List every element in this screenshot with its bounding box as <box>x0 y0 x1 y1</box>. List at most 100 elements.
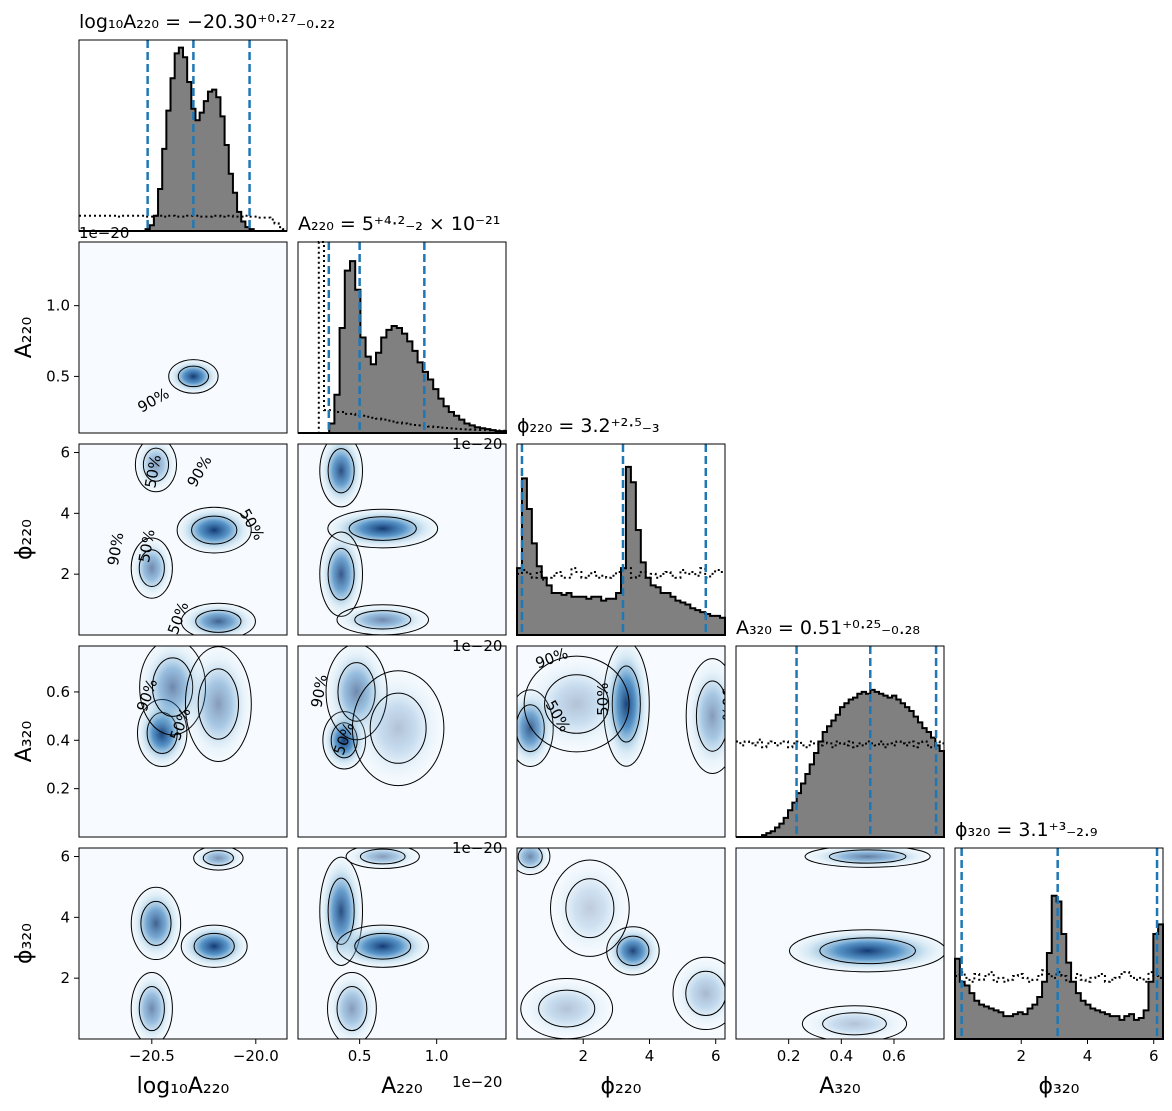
density-panel-A220-A320: 90%50% <box>297 645 507 838</box>
contour-90-0 <box>319 444 363 508</box>
y-axis-phi220: 2 4 6 ϕ₂₂₀ <box>12 444 79 583</box>
density-blob-2 <box>347 664 449 793</box>
y-tick-label: 2 <box>60 565 70 583</box>
scale-offset-label-3: 1e−20 <box>452 839 502 857</box>
contour-label-4: 50% <box>135 528 159 564</box>
contour-90-1 <box>804 848 931 868</box>
contour-90-0 <box>319 856 363 966</box>
y-axis-label-A220: A₂₂₀ <box>12 317 37 359</box>
contour-90-2 <box>345 848 420 870</box>
contour-label-0: 50% <box>141 453 165 489</box>
x-axis-phi220: 2 4 6 ϕ₂₂₀ <box>578 1039 720 1099</box>
contour-90-2 <box>351 670 445 787</box>
title-phi220: ϕ₂₂₀ = 3.2⁺²·⁵₋₃ <box>517 415 660 437</box>
contour-50-2 <box>197 668 239 740</box>
x-axis-phi320: 2 4 6 ϕ₃₂₀ <box>1016 1039 1158 1099</box>
density-blob-2 <box>181 646 255 768</box>
y-axis-phi320: 2 4 6 ϕ₃₂₀ <box>12 848 79 987</box>
panel-frame <box>516 645 726 838</box>
x-tick-label: 2 <box>1016 1047 1026 1065</box>
x-tick-label: 4 <box>645 1047 655 1065</box>
contour-90-3 <box>672 956 725 1030</box>
density-blob-1 <box>177 922 251 970</box>
contour-50-2 <box>327 547 355 601</box>
contour-90-1 <box>336 924 430 968</box>
prior-histogram <box>955 969 1163 983</box>
y-tick-label: 6 <box>60 848 70 866</box>
offset-labels-group: 1e−20 1e−20 1e−20 1e−20 1e−20 <box>79 224 502 1091</box>
contour-90-0 <box>788 929 944 973</box>
y-tick-label: 4 <box>60 504 70 522</box>
contour-90-0 <box>134 444 178 493</box>
density-blob-2 <box>796 1003 913 1039</box>
panel-frame <box>78 443 288 636</box>
y-axis-A320: 0.2 0.4 0.6 A₃₂₀ <box>12 683 79 798</box>
contour-50-0 <box>177 365 210 388</box>
density-blob-4 <box>546 854 634 962</box>
contour-90-2 <box>685 658 725 775</box>
contour-label-0: 90% <box>308 673 332 709</box>
contour-90-2 <box>130 537 173 599</box>
x-axis-label-phi220: ϕ₂₂₀ <box>601 1074 642 1099</box>
panel-frame <box>735 645 945 838</box>
y-tick-label: 6 <box>60 444 70 462</box>
x-tick-label: 0.2 <box>777 1047 801 1065</box>
x-tick-label: −20.5 <box>129 1047 175 1065</box>
panel-frame <box>297 241 507 434</box>
x-tick-label: 2 <box>578 1047 588 1065</box>
density-blob-2 <box>342 848 424 870</box>
contour-90-3 <box>327 971 377 1039</box>
panel-frame <box>297 443 507 636</box>
contour-50-4 <box>565 878 615 939</box>
density-panel-phi220-A320: 90%50% 50% 90% <box>516 645 726 838</box>
density-blob-2 <box>128 534 175 602</box>
x-axis-label-A320: A₃₂₀ <box>819 1074 861 1099</box>
contour-50-3 <box>336 986 368 1032</box>
contour-50-0 <box>819 937 916 965</box>
density-blob-3 <box>331 603 434 635</box>
contour-90-2 <box>193 848 244 871</box>
contour-90-0 <box>168 359 219 394</box>
contour-50-0 <box>327 448 355 494</box>
y-tick-label: 1.0 <box>46 297 70 315</box>
scale-offset-label-4: 1e−20 <box>452 1073 502 1091</box>
posterior-histogram <box>298 260 507 434</box>
x-tick-label: 0.5 <box>348 1047 372 1065</box>
y-tick-label: 0.6 <box>46 683 70 701</box>
y-axis-label-phi220: ϕ₂₂₀ <box>12 519 37 560</box>
contour-50-3 <box>195 609 242 633</box>
x-tick-label: 6 <box>711 1047 721 1065</box>
y-axis-label-phi320: ϕ₃₂₀ <box>12 923 37 964</box>
y-tick-label: 0.2 <box>46 780 70 798</box>
contour-90-2 <box>184 646 252 762</box>
hist-panel-A220: A₂₂₀ = 5⁺⁴·²₋₂ × 10⁻²¹ <box>297 213 507 434</box>
y-axis-A220: 0.5 1.0 A₂₂₀ <box>12 297 79 385</box>
contour-50-2 <box>538 989 596 1028</box>
y-tick-label: 0.4 <box>46 731 70 749</box>
y-axis-label-A320: A₃₂₀ <box>12 721 37 763</box>
density-blob-2 <box>517 975 618 1039</box>
density-blob-1 <box>173 504 256 556</box>
density-blob-3 <box>128 968 175 1039</box>
title-A220: A₂₂₀ = 5⁺⁴·²₋₂ × 10⁻²¹ <box>298 213 500 235</box>
x-axis-label-phi320: ϕ₃₂₀ <box>1039 1074 1080 1099</box>
scale-offset-label-1: 1e−20 <box>452 435 502 453</box>
contour-50-1 <box>517 848 543 869</box>
contour-50-0 <box>140 900 172 947</box>
density-blob-0 <box>165 357 221 396</box>
density-panel-log10A220-phi320 <box>78 847 288 1040</box>
x-tick-label: 0.4 <box>829 1047 853 1065</box>
contour-50-3 <box>544 674 610 734</box>
contour-50-2 <box>695 680 725 752</box>
contour-90-1 <box>517 848 551 876</box>
panel-frame <box>297 645 507 838</box>
density-panel-log10A220-A220: 90% <box>78 241 288 434</box>
contour-label-2: 50% <box>594 683 612 716</box>
density-panel-log10A220-A320: 90%50% <box>78 645 288 838</box>
density-blob-3 <box>324 968 380 1039</box>
x-axis-label-A220: A₂₂₀ <box>381 1074 423 1099</box>
contour-90-1 <box>176 506 252 554</box>
contour-50-3 <box>354 610 412 630</box>
density-blob-3 <box>518 650 635 758</box>
